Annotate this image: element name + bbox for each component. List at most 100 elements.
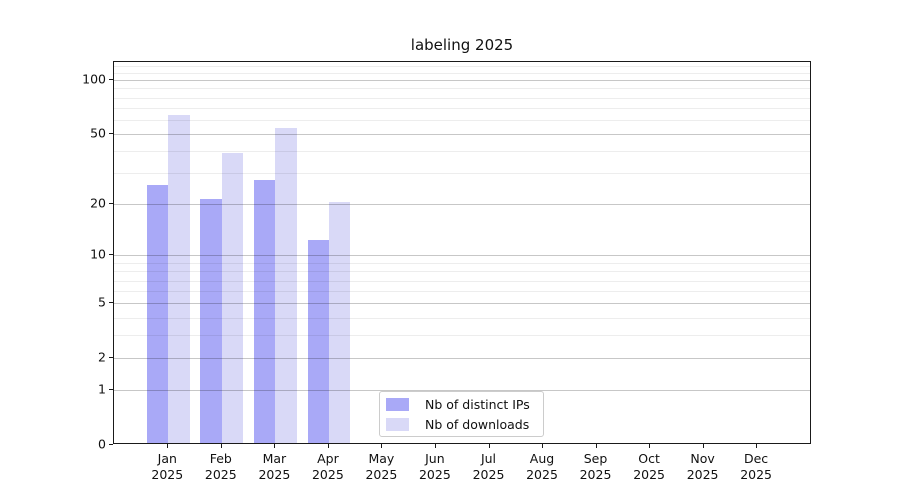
x-tick-month: Jan (157, 451, 177, 466)
x-tick-year: 2025 (151, 467, 184, 482)
gridline-minor-80 (114, 97, 810, 99)
x-tick-label-apr: Apr 2025 (298, 451, 358, 483)
gridline-major-50 (114, 134, 810, 136)
legend-row: Nb of downloads (386, 416, 543, 433)
y-tick-mark (109, 203, 113, 205)
x-tick-mark (327, 444, 329, 448)
gridline-major-20 (114, 204, 810, 206)
legend-label: Nb of downloads (425, 416, 530, 432)
x-tick-mark (756, 444, 758, 448)
x-tick-year: 2025 (472, 467, 505, 482)
x-tick-year: 2025 (686, 467, 719, 482)
y-tick-mark (109, 302, 113, 304)
x-tick-year: 2025 (365, 467, 398, 482)
y-tick-label-10: 10 (90, 246, 106, 262)
x-tick-year: 2025 (258, 467, 291, 482)
bar-downloads-mar (275, 127, 297, 443)
gridline-major-10 (114, 255, 810, 257)
gridline-minor-110 (114, 72, 810, 74)
gridline-minor-90 (114, 88, 810, 90)
y-tick-mark (109, 389, 113, 391)
legend-label: Nb of distinct IPs (425, 396, 530, 412)
x-tick-month: Mar (262, 451, 287, 466)
x-tick-month: Feb (209, 451, 232, 466)
x-tick-month: May (368, 451, 395, 466)
x-tick-mark (649, 444, 651, 448)
x-tick-year: 2025 (526, 467, 558, 482)
x-tick-label-jun: Jun 2025 (405, 451, 465, 483)
y-tick-mark (109, 357, 113, 359)
legend: Nb of distinct IPs Nb of downloads (379, 391, 544, 437)
x-tick-month: Apr (317, 451, 339, 466)
x-tick-label-aug: Aug 2025 (512, 451, 572, 483)
y-tick-mark (109, 444, 113, 445)
gridline-minor-120 (114, 65, 810, 67)
y-tick-mark (109, 254, 113, 256)
x-tick-label-may: May 2025 (351, 451, 411, 483)
x-tick-label-feb: Feb 2025 (191, 451, 251, 483)
x-tick-mark (434, 444, 436, 448)
chart-title: labeling 2025 (410, 36, 514, 54)
legend-swatch-downloads (386, 417, 409, 431)
gridline-minor-6 (114, 291, 810, 293)
bar-distinct-ips-apr (307, 240, 329, 443)
y-tick-label-2: 2 (98, 349, 106, 365)
x-tick-year: 2025 (579, 467, 612, 482)
bar-downloads-feb (221, 153, 244, 443)
gridline-minor-60 (114, 119, 810, 121)
y-tick-mark (109, 133, 113, 135)
bar-downloads-jan (168, 115, 190, 443)
x-tick-mark (542, 444, 543, 448)
x-tick-label-jan: Jan 2025 (137, 451, 197, 483)
x-tick-month: Aug (529, 451, 555, 466)
x-tick-label-nov: Nov 2025 (673, 451, 733, 483)
gridline-minor-8 (114, 271, 810, 273)
x-tick-mark (702, 444, 704, 448)
y-tick-label-50: 50 (90, 125, 106, 141)
x-tick-year: 2025 (633, 467, 665, 482)
y-tick-label-100: 100 (82, 71, 106, 87)
x-tick-month: Dec (743, 451, 769, 466)
x-tick-label-mar: Mar 2025 (244, 451, 304, 483)
y-tick-label-5: 5 (98, 294, 106, 310)
x-tick-year: 2025 (311, 467, 344, 482)
gridline-major-100 (114, 80, 810, 81)
gridline-major-1 (114, 390, 810, 392)
x-tick-month: Nov (690, 451, 715, 466)
x-tick-label-jul: Jul 2025 (459, 451, 519, 483)
x-tick-mark (381, 444, 383, 448)
x-tick-year: 2025 (418, 467, 451, 482)
x-tick-label-dec: Dec 2025 (726, 451, 786, 483)
gridline-minor-40 (114, 151, 810, 153)
x-tick-label-sep: Sep 2025 (566, 451, 626, 483)
gridline-minor-3 (114, 335, 810, 337)
x-tick-label-oct: Oct 2025 (619, 451, 679, 483)
y-tick-mark (109, 79, 113, 80)
y-tick-label-0: 0 (98, 436, 106, 452)
gridline-major-5 (114, 303, 810, 305)
y-tick-label-1: 1 (98, 381, 106, 397)
x-tick-mark (595, 444, 597, 448)
bar-distinct-ips-feb (200, 198, 222, 443)
x-tick-month: Oct (638, 451, 660, 466)
gridline-minor-7 (114, 280, 810, 282)
gridline-major-2 (114, 358, 810, 360)
gridline-minor-70 (114, 107, 810, 109)
x-tick-mark (488, 444, 490, 448)
gridline-minor-9 (114, 262, 810, 264)
x-tick-mark (167, 444, 169, 448)
x-tick-mark (220, 444, 222, 448)
plot-area: Nb of distinct IPs Nb of downloads (113, 61, 811, 444)
legend-swatch-distinct-ips (386, 397, 409, 411)
bar-distinct-ips-mar (254, 179, 276, 443)
bar-downloads-apr (328, 202, 351, 443)
gridline-minor-30 (114, 173, 810, 175)
x-tick-month: Sep (583, 451, 608, 466)
x-tick-year: 2025 (204, 467, 237, 482)
gridline-minor-4 (114, 317, 810, 319)
y-tick-label-20: 20 (90, 195, 106, 211)
x-tick-mark (274, 444, 276, 448)
x-tick-month: Jun (425, 451, 445, 466)
bar-distinct-ips-jan (146, 185, 169, 443)
